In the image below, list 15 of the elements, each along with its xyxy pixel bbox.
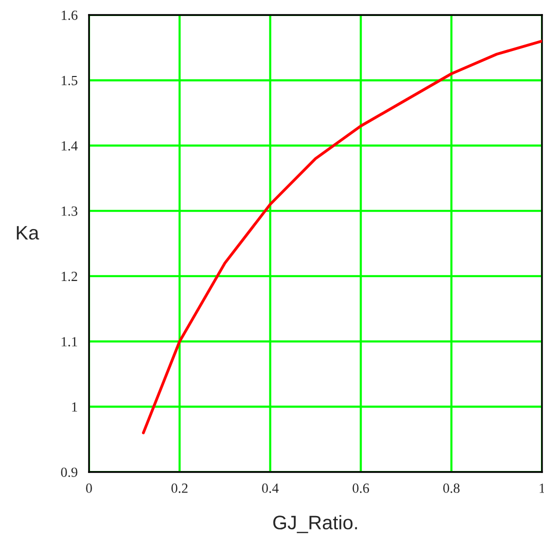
x-tick-label: 0.4 (262, 484, 279, 493)
y-axis-title: Ka (16, 226, 40, 240)
x-tick-label: 0.8 (443, 484, 460, 493)
x-tick-label: 0.2 (171, 484, 188, 493)
y-tick-label: 1.4 (62, 141, 78, 151)
x-tick-label: 0 (86, 484, 92, 493)
y-tick-label: 1.3 (62, 206, 78, 216)
y-tick-label: 0.9 (61, 468, 78, 478)
y-tick-label: 1.1 (62, 337, 78, 346)
y-tick-label: 1.2 (62, 272, 78, 282)
y-tick-label: 1.5 (62, 76, 78, 86)
x-axis-title: GJ_Ratio. (273, 515, 357, 534)
x-tick-label: 0.6 (352, 484, 370, 493)
y-tick-label: 1 (72, 402, 78, 412)
y-tick-label: 1.6 (62, 10, 78, 20)
